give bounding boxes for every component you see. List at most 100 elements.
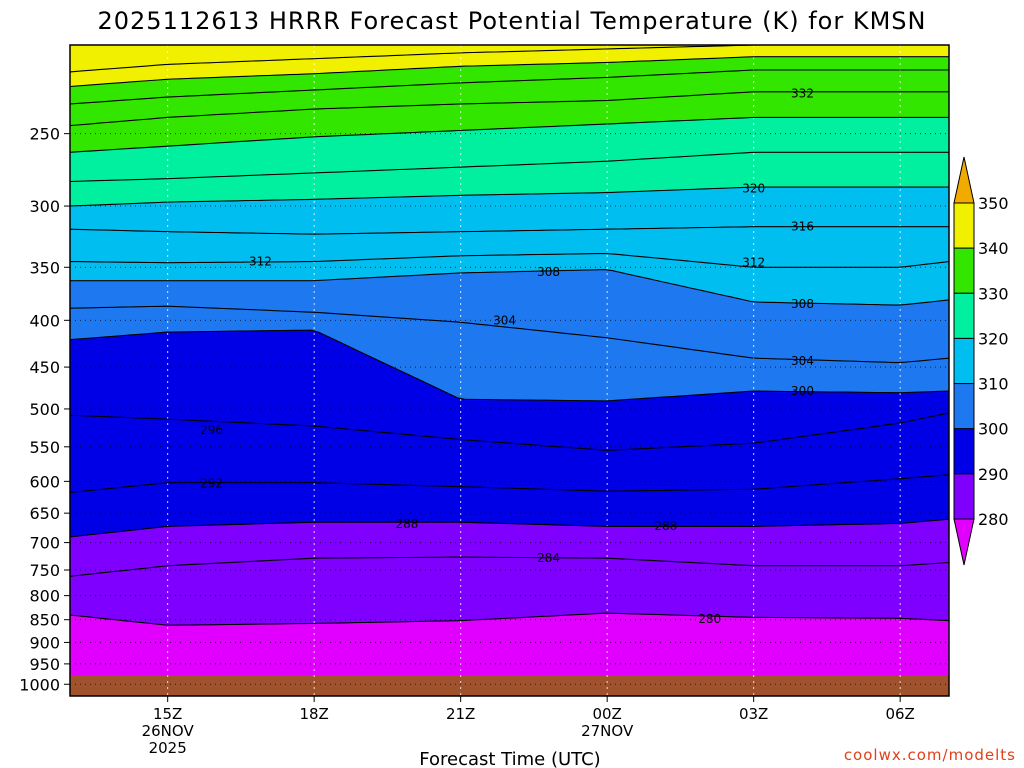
x-tick-label: 18Z: [299, 705, 328, 723]
y-tick-label: 650: [29, 504, 60, 523]
isentrope-284: [70, 556, 949, 577]
chart-title: 2025112613 HRRR Forecast Potential Tempe…: [98, 7, 927, 35]
colorbar-band: [953, 337, 975, 385]
theta-band: [70, 187, 949, 235]
isentrope-316: [70, 226, 949, 235]
contour-label: 300: [791, 384, 814, 398]
isentrope-292: [70, 474, 949, 494]
theta-band: [70, 152, 949, 206]
y-tick-label: 350: [29, 258, 60, 277]
isentrope-contours: [70, 45, 949, 626]
theta-band: [70, 56, 949, 104]
x-tick-label: 00Z: [592, 705, 621, 723]
isentrope-320: [70, 186, 949, 207]
isentrope-344: [70, 45, 949, 73]
colorbar-tick-label: 310: [978, 375, 1009, 394]
colorbar-band: [953, 202, 975, 249]
theta-band: [70, 519, 949, 577]
contour-label: 280: [698, 612, 721, 626]
isentrope-328: [70, 116, 949, 153]
plot-area: 280 284 288 288 292 296 300 304 304 308 308 312 312 3…: [69, 44, 950, 697]
colorbar-band: [953, 473, 975, 520]
isentrope-288: [70, 518, 949, 538]
y-tick-label: 800: [29, 587, 60, 606]
theta-band: [70, 70, 949, 126]
theta-band: [70, 226, 949, 268]
isentrope-324: [70, 151, 949, 183]
contour-label: 316: [791, 220, 814, 234]
colorbar-tick-label: 280: [978, 510, 1009, 529]
colorbar-band: [953, 428, 975, 475]
y-tick-label: 300: [29, 197, 60, 216]
y-tick-label: 400: [29, 311, 60, 330]
colorbar-tick-label: 350: [978, 194, 1009, 213]
theta-band: [70, 557, 949, 626]
colorbar-tick-label: 300: [978, 420, 1009, 439]
contour-label: 312: [249, 255, 272, 269]
theta-band: [70, 91, 949, 153]
colorbar: 350 340 330 320 310 300 290 280: [953, 156, 1009, 566]
theta-band: [70, 412, 949, 493]
x-tick-label: 06Z: [885, 705, 914, 723]
theta-fill-bands: [70, 45, 949, 696]
ground-surface: [70, 675, 949, 696]
contour-label: 320: [742, 181, 765, 195]
contour-label: 288: [395, 517, 418, 531]
contour-label: 304: [493, 313, 516, 327]
x-axis-label: Forecast Time (UTC): [419, 749, 600, 768]
contour-label: 332: [791, 87, 814, 101]
colorbar-over-arrow: [953, 156, 975, 204]
colorbar-band: [953, 292, 975, 339]
isentrope-332: [70, 91, 949, 127]
y-tick-label: 900: [29, 633, 60, 652]
y-tick-label: 550: [29, 438, 60, 457]
theta-band: [70, 45, 949, 87]
x-tick-label: 15Z: [153, 705, 182, 723]
colorbar-tick-label: 340: [978, 239, 1009, 258]
isentrope-280: [70, 612, 949, 626]
contour-label: 308: [791, 297, 814, 311]
theta-band: [70, 45, 949, 72]
contour-labels: 280 284 288 288 292 296 300 304 304 308 308 312 312 3…: [200, 87, 814, 626]
y-tick-label: 500: [29, 400, 60, 419]
contour-label: 292: [200, 476, 223, 490]
isentrope-312: [70, 252, 949, 268]
credit-text: coolwx.com/modelts: [844, 746, 1016, 764]
y-tick-label: 1000: [19, 675, 60, 694]
colorbar-tick-label: 320: [978, 329, 1009, 348]
y-tick-label: 450: [29, 358, 60, 377]
y-tick-label: 850: [29, 611, 60, 630]
contour-label: 312: [742, 256, 765, 270]
isentrope-336: [70, 69, 949, 105]
theta-band: [70, 474, 949, 537]
x-tick-date: 26NOV: [142, 722, 195, 740]
theta-band: [70, 269, 949, 363]
theta-band: [70, 330, 949, 451]
ground-rect: [70, 675, 949, 696]
isentrope-340: [70, 56, 949, 88]
isentrope-296: [70, 412, 949, 451]
contour-label: 304: [791, 354, 814, 368]
y-axis: 250 300 350 400 450 500 550 600 650 700 750 800 850 9…: [19, 125, 70, 694]
theta-band: [70, 117, 949, 182]
x-tick-date: 27NOV: [581, 722, 634, 740]
theta-band: [70, 253, 949, 306]
contour-label: 296: [200, 423, 223, 437]
contour-label: 284: [537, 551, 560, 565]
isentrope-308: [70, 269, 949, 306]
y-tick-label: 950: [29, 655, 60, 674]
x-tick-label: 21Z: [446, 705, 475, 723]
x-tick-label: 03Z: [739, 705, 768, 723]
colorbar-tick-label: 330: [978, 284, 1009, 303]
grid-lines: [70, 45, 949, 696]
y-tick-label: 700: [29, 534, 60, 553]
y-tick-label: 750: [29, 561, 60, 580]
y-tick-label: 250: [29, 125, 60, 144]
contour-label: 308: [537, 265, 560, 279]
colorbar-band: [953, 247, 975, 294]
plot-frame: [69, 44, 950, 697]
theta-band: [70, 613, 949, 696]
colorbar-under-arrow: [953, 518, 975, 566]
